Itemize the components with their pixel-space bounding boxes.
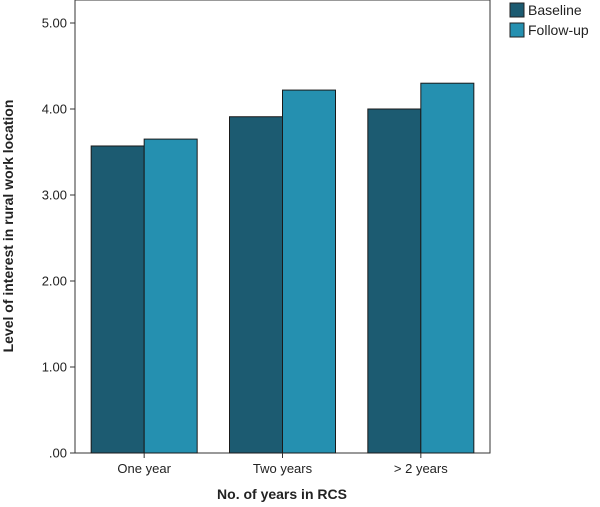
- bar-baseline-one-year: [90, 145, 145, 454]
- bar-baseline-two-years: [229, 116, 283, 454]
- x-axis: One year Two years > 2 years: [117, 453, 448, 476]
- y-axis: .00 1.00 2.00 3.00 4.00 5.00: [42, 16, 75, 461]
- y-tick-label: 5.00: [42, 16, 67, 31]
- legend: Baseline Follow-up: [509, 2, 589, 38]
- y-tick-label: 3.00: [42, 188, 67, 203]
- bar-follow-up-one-year: [143, 138, 198, 454]
- bars-layer: [90, 82, 475, 454]
- legend-label-baseline: Baseline: [528, 2, 582, 18]
- y-tick-label: .00: [49, 446, 67, 461]
- x-tick-label: > 2 years: [394, 461, 448, 476]
- y-tick-label: 1.00: [42, 360, 67, 375]
- bar-baseline-2-years: [367, 108, 422, 454]
- x-tick-label: Two years: [253, 461, 313, 476]
- x-axis-title: No. of years in RCS: [217, 486, 347, 502]
- x-tick-label: One year: [117, 461, 171, 476]
- bar-follow-up-2-years: [420, 82, 475, 454]
- y-tick-label: 2.00: [42, 274, 67, 289]
- y-axis-title: Level of interest in rural work location: [0, 100, 16, 353]
- legend-swatch-baseline: [509, 2, 525, 18]
- legend-swatch-follow-up: [509, 22, 525, 38]
- bar-follow-up-two-years: [282, 89, 336, 454]
- y-tick-label: 4.00: [42, 102, 67, 117]
- legend-label-follow-up: Follow-up: [528, 22, 589, 38]
